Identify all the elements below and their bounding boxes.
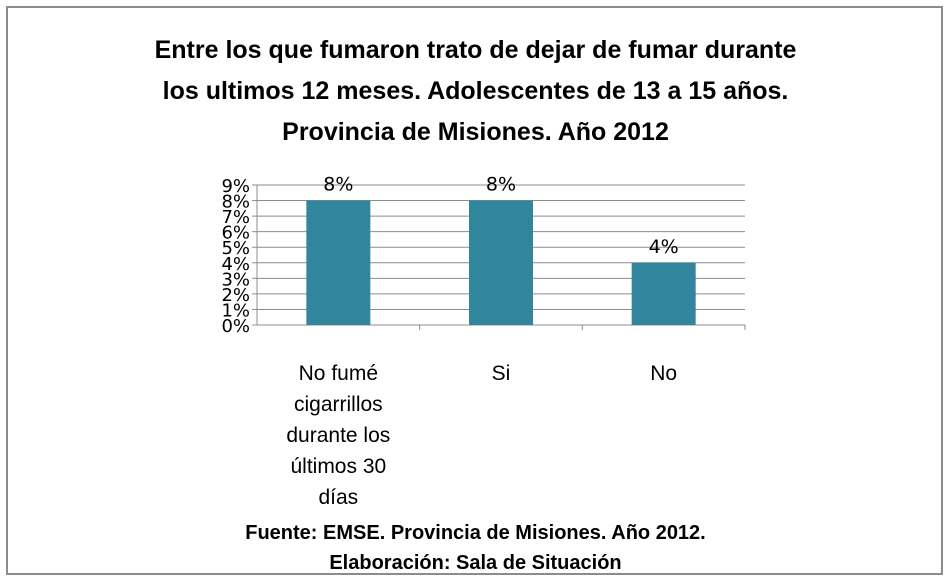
y-tick-label: 2% [221,285,250,306]
category-label-line: Si [491,362,511,385]
y-tick-label: 6% [221,223,250,244]
data-label: 4% [649,236,679,258]
category-label-line: No fumé [298,362,379,385]
credit-note: Elaboración: Sala de Situación [329,552,622,574]
y-tick-label: 9% [221,176,250,197]
y-tick-label: 5% [221,238,250,259]
category-label-line: cigarrillos [293,393,383,416]
category-label-line: días [318,486,359,509]
chart-title-line-2: los ultimos 12 meses. Adolescentes de 13… [162,77,789,105]
y-tick-label: 7% [221,207,250,228]
chart-title: Entre los que fumaron trato de dejar de … [0,30,951,153]
bar [306,200,371,325]
data-label: 8% [323,174,353,196]
chart-title-line-1: Entre los que fumaron trato de dejar de … [154,36,797,64]
bar [469,200,533,325]
chart-footer: Fuente: EMSE. Provincia de Misiones. Año… [0,518,951,578]
chart-title-line-3: Provincia de Misiones. Año 2012 [282,118,669,146]
category-label-line: últimos 30 [290,455,387,478]
category-label-line: No [650,362,678,385]
source-note: Fuente: EMSE. Provincia de Misiones. Año… [245,522,706,544]
category-label-line: durante los [286,424,391,447]
y-tick-label: 3% [221,269,250,290]
category-label: No fumé cigarrillos durante los últimos 30 d… [258,358,418,513]
bar [631,262,696,325]
y-tick-label: 0% [221,316,250,337]
data-label: 8% [486,174,516,196]
y-tick-label: 1% [221,300,250,321]
y-tick-label: 4% [221,254,250,275]
y-tick-label: 8% [221,192,250,213]
category-label: No [584,358,744,389]
category-label: Si [421,358,581,389]
